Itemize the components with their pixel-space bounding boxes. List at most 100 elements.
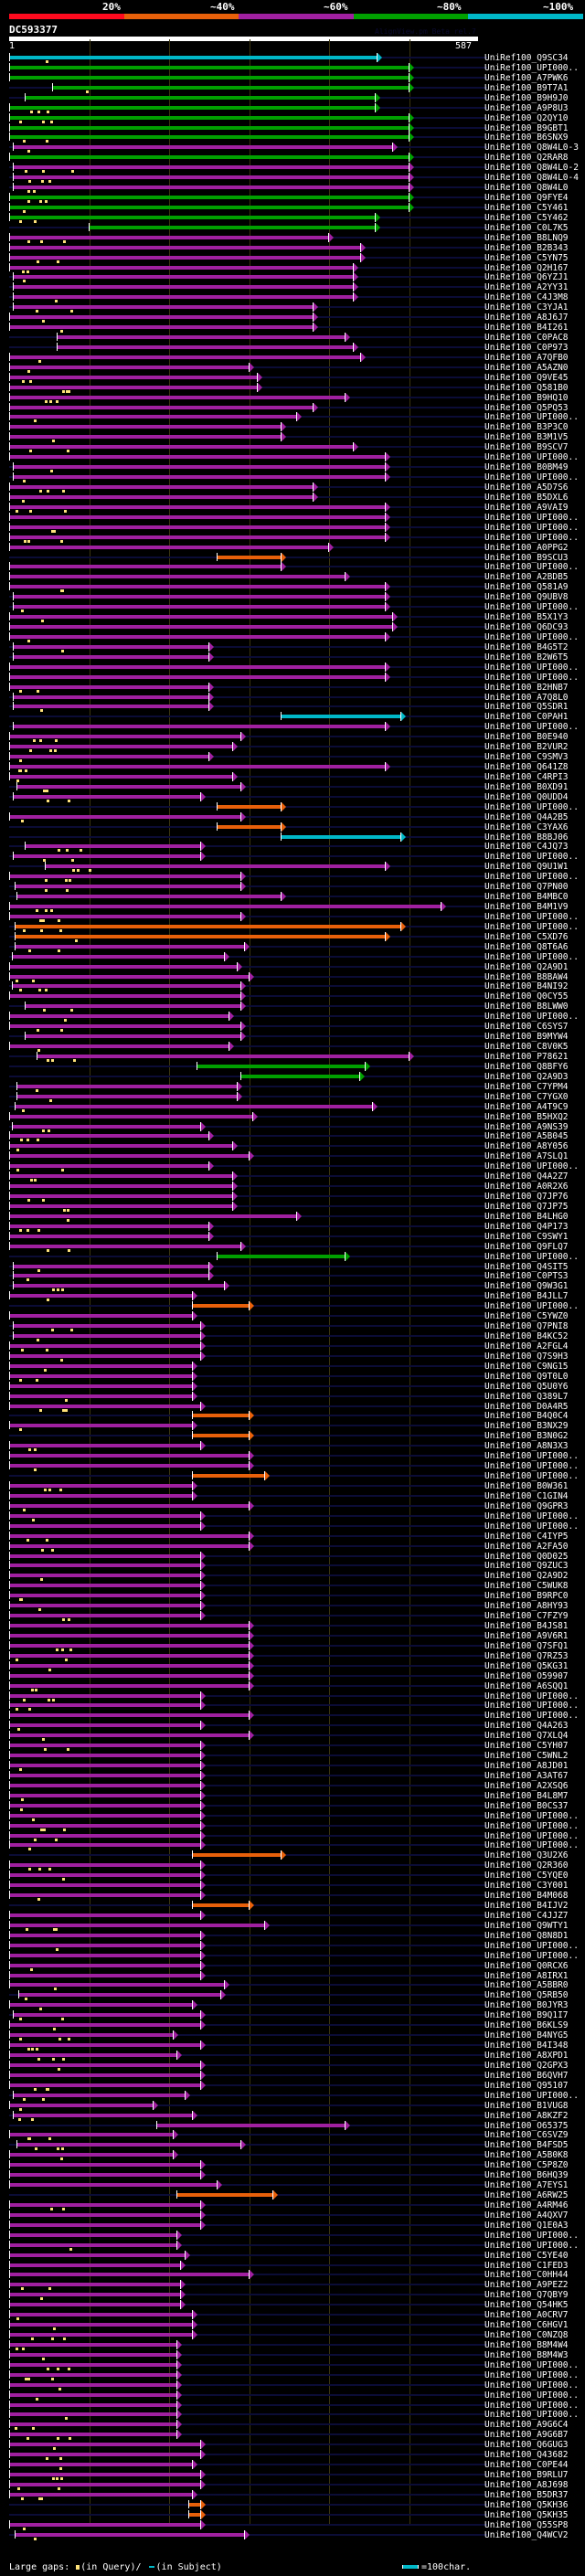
hit-label[interactable]: UniRef100_Q8W4L0-3 <box>484 143 579 153</box>
hit-row[interactable]: UniRef100_UPI000.. <box>0 1252 585 1262</box>
hit-row[interactable]: UniRef100_Q3U2X6 <box>0 1850 585 1860</box>
hit-row[interactable]: UniRef100_B9HQ10 <box>0 393 585 403</box>
hit-row[interactable]: UniRef100_Q2A9D2 <box>0 1571 585 1581</box>
hit-label[interactable]: UniRef100_B8LNQ9 <box>484 233 569 243</box>
alignment-bar[interactable] <box>9 236 329 239</box>
hit-row[interactable]: UniRef100_A6SQQ1 <box>0 1681 585 1691</box>
hit-row[interactable]: UniRef100_UPI000.. <box>0 1951 585 1961</box>
hit-row[interactable]: UniRef100_Q2RAR8 <box>0 153 585 163</box>
alignment-bar[interactable] <box>9 1214 297 1218</box>
alignment-bar[interactable] <box>9 396 345 399</box>
hit-label[interactable]: UniRef100_B3P3C0 <box>484 422 569 432</box>
hit-row[interactable]: UniRef100_C5WUK8 <box>0 1581 585 1591</box>
alignment-bar[interactable] <box>9 535 385 539</box>
alignment-bar[interactable] <box>9 1754 201 1757</box>
hit-row[interactable]: UniRef100_C5Y461 <box>0 203 585 213</box>
hit-label[interactable]: UniRef100_Q0CY55 <box>484 991 569 1002</box>
hit-row[interactable]: UniRef100_A2FGL4 <box>0 1341 585 1352</box>
hit-label[interactable]: UniRef100_Q8N8D1 <box>484 1931 569 1941</box>
alignment-bar[interactable] <box>9 1344 201 1348</box>
hit-label[interactable]: UniRef100_Q95107 <box>484 2081 569 2091</box>
hit-label[interactable]: UniRef100_B8M4W4 <box>484 2340 569 2350</box>
hit-label[interactable]: UniRef100_A0R2X6 <box>484 1182 569 1192</box>
hit-row[interactable]: UniRef100_A2FA50 <box>0 1542 585 1552</box>
hit-label[interactable]: UniRef100_C1FED3 <box>484 2261 569 2271</box>
alignment-bar[interactable] <box>9 2523 201 2527</box>
alignment-bar[interactable] <box>192 1474 265 1478</box>
alignment-bar[interactable] <box>196 1065 365 1068</box>
alignment-bar[interactable] <box>9 2313 193 2316</box>
hit-label[interactable]: UniRef100_B4MBC0 <box>484 892 569 902</box>
alignment-bar[interactable] <box>9 1924 265 1927</box>
alignment-bar[interactable] <box>12 854 201 858</box>
hit-label[interactable]: UniRef100_C7YGX0 <box>484 1092 569 1102</box>
hit-label[interactable]: UniRef100_Q54HK5 <box>484 2300 569 2310</box>
hit-label[interactable]: UniRef100_UPI000.. <box>484 1811 579 1821</box>
hit-row[interactable]: UniRef100_A8J6J7 <box>0 313 585 323</box>
hit-row[interactable]: UniRef100_B8M4W3 <box>0 2350 585 2360</box>
hit-row[interactable]: UniRef100_UPI000.. <box>0 2241 585 2251</box>
hit-label[interactable]: UniRef100_UPI000.. <box>484 952 579 962</box>
hit-label[interactable]: UniRef100_A8KZF2 <box>484 2111 569 2121</box>
alignment-bar[interactable] <box>15 945 245 949</box>
alignment-bar[interactable] <box>9 1454 249 1458</box>
alignment-bar[interactable] <box>12 645 208 649</box>
alignment-bar[interactable] <box>216 556 281 559</box>
hit-label[interactable]: UniRef100_B6HQ39 <box>484 2170 569 2180</box>
hit-row[interactable]: UniRef100_Q7JP76 <box>0 1192 585 1202</box>
hit-row[interactable]: UniRef100_B8LNQ9 <box>0 233 585 243</box>
alignment-bar[interactable] <box>9 1134 208 1138</box>
alignment-bar[interactable] <box>9 1444 201 1447</box>
hit-label[interactable]: UniRef100_A6RW25 <box>484 2190 569 2200</box>
hit-label[interactable]: UniRef100_UPI000.. <box>484 2390 579 2401</box>
alignment-bar[interactable] <box>16 2143 240 2147</box>
hit-label[interactable]: UniRef100_UPI000.. <box>484 2370 579 2380</box>
alignment-bar[interactable] <box>9 1164 208 1168</box>
alignment-bar[interactable] <box>9 1883 201 1887</box>
hit-row[interactable]: UniRef100_B9SCU3 <box>0 553 585 563</box>
hit-label[interactable]: UniRef100_UPI000.. <box>484 1951 579 1961</box>
hit-row[interactable]: UniRef100_B5HXQ2 <box>0 1112 585 1122</box>
hit-row[interactable]: UniRef100_C7YGX0 <box>0 1092 585 1102</box>
hit-row[interactable]: UniRef100_B0XD91 <box>0 782 585 792</box>
hit-label[interactable]: UniRef100_B9Q1I7 <box>484 2010 569 2020</box>
hit-label[interactable]: UniRef100_B9GBT1 <box>484 123 569 133</box>
alignment-bar[interactable] <box>9 625 393 629</box>
alignment-bar[interactable] <box>9 685 208 689</box>
alignment-bar[interactable] <box>56 335 345 339</box>
hit-label[interactable]: UniRef100_B5X1Y3 <box>484 612 569 622</box>
hit-row[interactable]: UniRef100_B4FSD5 <box>0 2140 585 2150</box>
alignment-bar[interactable] <box>176 2193 272 2197</box>
alignment-bar[interactable] <box>9 2273 249 2276</box>
hit-label[interactable]: UniRef100_Q7PN00 <box>484 882 569 892</box>
hit-row[interactable]: UniRef100_UPI000.. <box>0 1012 585 1022</box>
alignment-bar[interactable] <box>9 266 353 270</box>
hit-label[interactable]: UniRef100_Q581A9 <box>484 582 569 592</box>
alignment-bar[interactable] <box>12 2013 201 2017</box>
hit-row[interactable]: UniRef100_B5X1Y3 <box>0 612 585 622</box>
hit-label[interactable]: UniRef100_C5Y461 <box>484 203 569 213</box>
alignment-bar[interactable] <box>9 1694 201 1698</box>
alignment-bar[interactable] <box>16 1085 237 1088</box>
alignment-bar[interactable] <box>9 1144 233 1148</box>
alignment-bar[interactable] <box>9 1913 201 1917</box>
alignment-bar[interactable] <box>9 2483 201 2486</box>
hit-row[interactable]: UniRef100_A2BDB5 <box>0 572 585 582</box>
hit-row[interactable]: UniRef100_A0PPG2 <box>0 543 585 553</box>
hit-row[interactable]: UniRef100_UPI000.. <box>0 722 585 732</box>
hit-label[interactable]: UniRef100_UPI000.. <box>484 2380 579 2390</box>
hit-label[interactable]: UniRef100_P78621 <box>484 1052 569 1062</box>
hit-label[interactable]: UniRef100_UPI000.. <box>484 722 579 732</box>
hit-row[interactable]: UniRef100_A3AT67 <box>0 1771 585 1781</box>
hit-label[interactable]: UniRef100_UPI000.. <box>484 1012 579 1022</box>
hit-label[interactable]: UniRef100_B0CS37 <box>484 1801 569 1811</box>
hit-label[interactable]: UniRef100_Q7RZ53 <box>484 1651 569 1661</box>
hit-row[interactable]: UniRef100_UPI000.. <box>0 2370 585 2380</box>
hit-label[interactable]: UniRef100_B0BM49 <box>484 462 569 472</box>
hit-label[interactable]: UniRef100_C6HGV1 <box>484 2320 569 2330</box>
hit-label[interactable]: UniRef100_B9HQ10 <box>484 393 569 403</box>
hit-row[interactable]: UniRef100_A5BBR0 <box>0 1980 585 1990</box>
alignment-bar[interactable] <box>9 1983 225 1987</box>
hit-label[interactable]: UniRef100_A8IRX1 <box>484 1971 569 1981</box>
alignment-bar[interactable] <box>9 2063 201 2067</box>
